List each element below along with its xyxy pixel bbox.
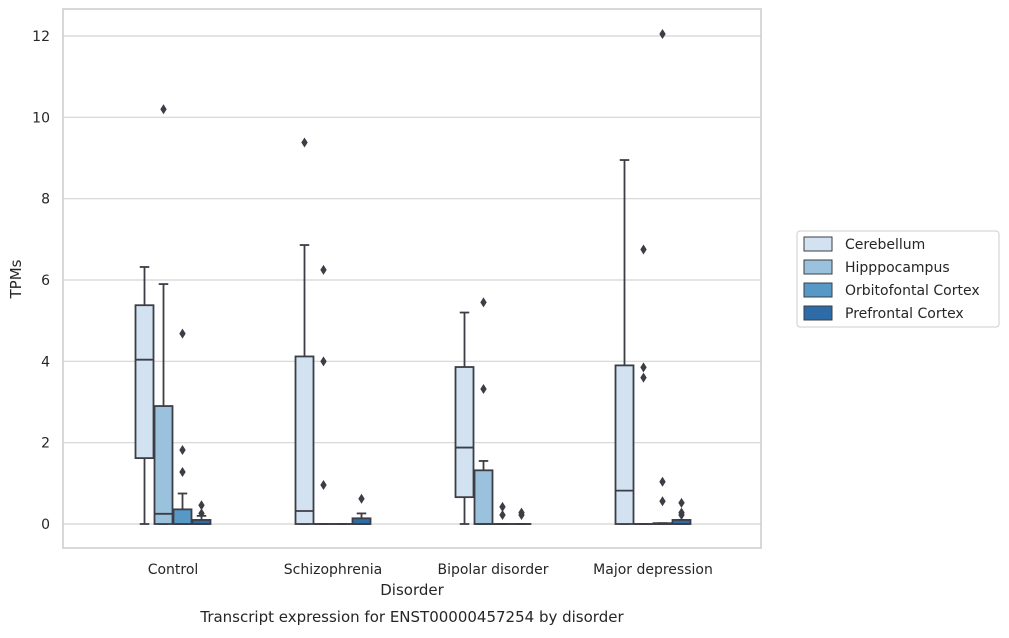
- legend-swatch: [804, 283, 832, 297]
- outlier-marker: [678, 498, 684, 508]
- box-group: [494, 502, 512, 524]
- y-tick-label: 4: [41, 354, 50, 370]
- outlier-marker: [659, 496, 665, 506]
- outlier-marker: [320, 265, 326, 275]
- legend-swatch: [804, 260, 832, 274]
- x-axis-label: Disorder: [380, 581, 444, 599]
- box-group: [174, 329, 192, 524]
- box-group: [353, 494, 371, 524]
- y-tick-label: 8: [41, 192, 50, 208]
- box-iqr: [616, 365, 634, 524]
- x-tick-label: Control: [148, 562, 199, 578]
- box-group: [315, 265, 333, 524]
- outlier-marker: [179, 445, 185, 455]
- box-group: [296, 138, 314, 524]
- outlier-marker: [640, 245, 646, 255]
- y-axis-label: TPMs: [7, 259, 25, 299]
- legend-label: Cerebellum: [845, 237, 925, 253]
- outlier-marker: [480, 297, 486, 307]
- y-tick-label: 2: [41, 436, 50, 452]
- legend: Cerebellum Hipppocampus Orbitofontal Corte…: [797, 231, 999, 327]
- legend-label: Hipppocampus: [845, 260, 950, 276]
- box-group: [456, 313, 474, 524]
- outlier-marker: [160, 104, 166, 114]
- box-iqr: [475, 470, 493, 524]
- x-tick-label: Bipolar disorder: [437, 562, 548, 578]
- chart-caption: Transcript expression for ENST0000045725…: [199, 608, 624, 626]
- outlier-marker: [179, 329, 185, 339]
- outlier-marker: [320, 480, 326, 490]
- x-tick-labels: Control Schizophrenia Bipolar disorder Majo…: [148, 562, 713, 578]
- y-tick-labels: 0 2 4 6 8 10 12: [32, 29, 50, 533]
- y-tick-label: 10: [32, 110, 50, 126]
- outlier-marker: [640, 362, 646, 372]
- box-iqr: [296, 356, 314, 524]
- box-iqr: [456, 367, 474, 497]
- box-group: [635, 245, 653, 525]
- outlier-marker: [320, 356, 326, 366]
- box-group: [673, 498, 691, 524]
- legend-label: Orbitofontal Cortex: [845, 283, 980, 299]
- outlier-marker: [198, 508, 204, 518]
- box-group: [654, 29, 672, 524]
- outlier-marker: [499, 510, 505, 520]
- outlier-marker: [480, 384, 486, 394]
- legend-label: Prefrontal Cortex: [845, 306, 964, 322]
- x-tick-label: Schizophrenia: [284, 562, 382, 578]
- box-group: [193, 500, 211, 524]
- outlier-marker: [659, 477, 665, 487]
- outlier-marker: [640, 373, 646, 383]
- x-tick-label: Major depression: [593, 562, 713, 578]
- box-group: [616, 160, 634, 524]
- box-group: [155, 104, 173, 524]
- y-tick-label: 0: [41, 517, 50, 533]
- box-iqr: [155, 406, 173, 524]
- legend-swatch: [804, 306, 832, 320]
- box-group: [475, 297, 493, 524]
- outlier-marker: [659, 29, 665, 39]
- legend-swatch: [804, 237, 832, 251]
- outlier-marker: [358, 494, 364, 504]
- box-iqr: [136, 305, 154, 458]
- outlier-marker: [179, 467, 185, 477]
- y-tick-label: 6: [41, 273, 50, 289]
- box-iqr: [174, 509, 192, 524]
- box-group: [513, 508, 531, 524]
- boxes: [136, 29, 691, 524]
- box-group: [136, 267, 154, 524]
- outlier-marker: [301, 138, 307, 148]
- y-tick-label: 12: [32, 29, 50, 45]
